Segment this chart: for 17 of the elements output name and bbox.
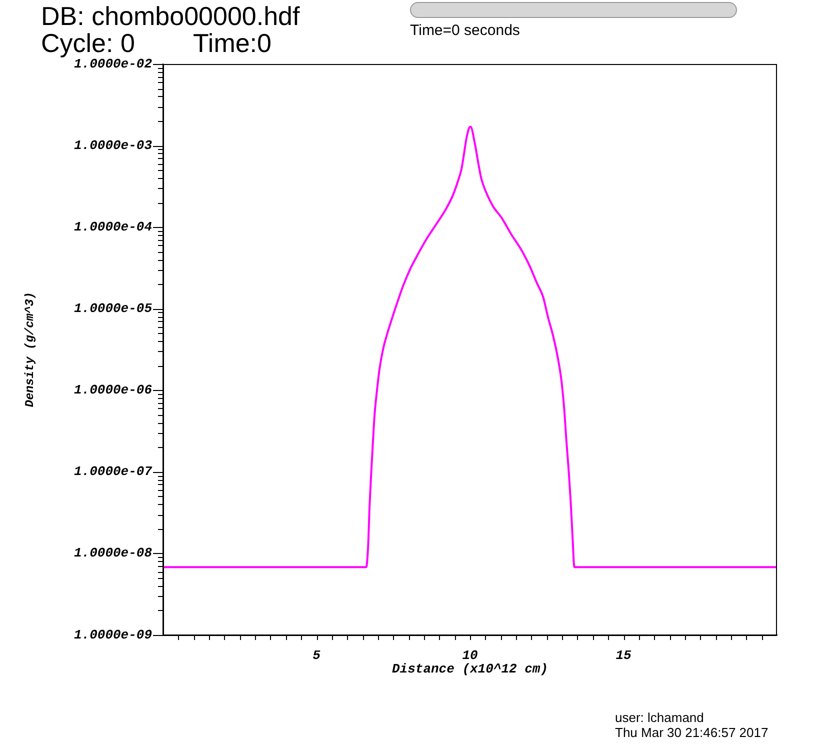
text: Time=0 seconds bbox=[410, 22, 520, 40]
y-axis-title: Density (g/cm^3) bbox=[23, 292, 38, 408]
y-tick-label: 1.0000e-02 bbox=[74, 56, 152, 72]
line-series bbox=[163, 126, 777, 568]
x-axis-title: Distance (x10^12 cm) bbox=[392, 661, 548, 676]
y-tick-label: 1.0000e-06 bbox=[74, 382, 152, 398]
y-tick-label: 1.0000e-07 bbox=[74, 464, 152, 480]
y-tick-label: 1.0000e-08 bbox=[74, 546, 152, 561]
y-tick-label: 1.0000e-04 bbox=[74, 219, 152, 234]
y-tick-label: 1.0000e-05 bbox=[74, 300, 152, 316]
x-tick-label: 15 bbox=[616, 648, 632, 664]
y-tick-label: 1.0000e-03 bbox=[74, 138, 152, 153]
x-tick-label: 5 bbox=[312, 648, 321, 664]
text: user: lchamand bbox=[615, 710, 704, 726]
x-tick-label: 10 bbox=[462, 648, 478, 664]
y-tick-label: 1.0000e-09 bbox=[74, 627, 152, 642]
text: Thu Mar 30 21:46:57 2017 bbox=[615, 725, 768, 741]
